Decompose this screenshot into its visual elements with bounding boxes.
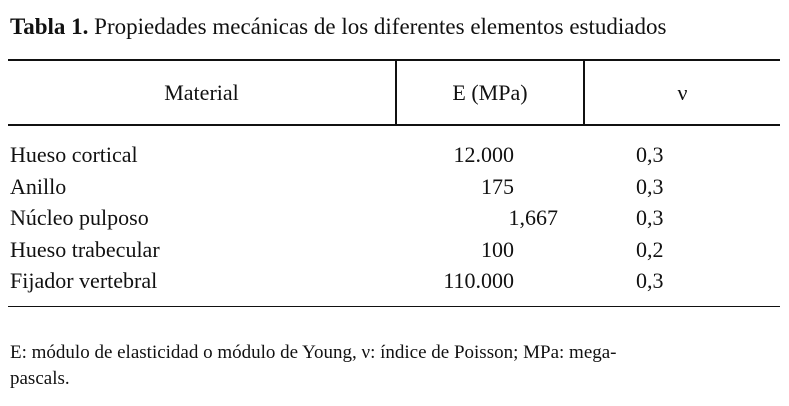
cell-material: Núcleo pulposo bbox=[10, 205, 149, 230]
cell-nu: 0,3 bbox=[636, 142, 664, 167]
cell-nu: 0,3 bbox=[636, 205, 664, 230]
cell-material: Fijador vertebral bbox=[10, 268, 158, 293]
cell-e: 100 bbox=[481, 236, 514, 262]
cell-nu: 0,3 bbox=[636, 173, 664, 199]
cell-material: Anillo bbox=[10, 173, 67, 199]
cell-e: 175 bbox=[481, 173, 514, 199]
header-nu: ν bbox=[677, 80, 688, 105]
header-e: E (MPa) bbox=[452, 80, 528, 105]
header-divider bbox=[583, 60, 585, 125]
table-caption: Tabla 1. Propiedades mecánicas de los di… bbox=[10, 14, 666, 40]
cell-material: Hueso trabecular bbox=[10, 236, 160, 262]
header-bottom-rule bbox=[8, 124, 780, 126]
cell-e: 1,667 bbox=[508, 205, 559, 230]
table-top-rule bbox=[8, 59, 780, 61]
header-divider bbox=[395, 60, 397, 125]
footnote-line-2: pascals. bbox=[10, 368, 70, 389]
caption-label: Tabla 1. bbox=[10, 14, 89, 39]
cell-nu: 0,3 bbox=[636, 268, 664, 293]
header-material: Material bbox=[164, 80, 239, 105]
cell-nu: 0,2 bbox=[636, 236, 664, 262]
footnote-line-1: E: módulo de elasticidad o módulo de You… bbox=[10, 342, 617, 363]
cell-e: 110.000 bbox=[443, 268, 514, 293]
cell-e: 12.000 bbox=[453, 142, 515, 167]
table-bottom-rule bbox=[8, 306, 780, 307]
cell-material: Hueso cortical bbox=[10, 142, 138, 167]
caption-text: Propiedades mecánicas de los diferentes … bbox=[94, 14, 667, 39]
